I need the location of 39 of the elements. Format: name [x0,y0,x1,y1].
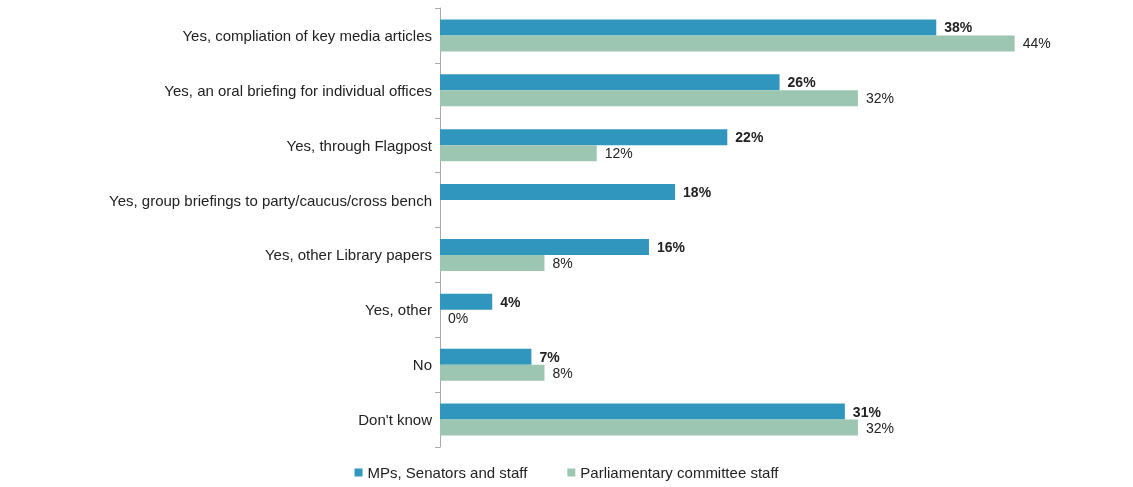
bar [440,74,780,91]
data-label: 12% [604,145,633,162]
bar [440,364,545,381]
bar [440,90,858,107]
bar [440,19,937,36]
legend-label: Parliamentary committee staff [580,464,780,481]
y-tick-label: Don't know [358,411,433,429]
bar [440,184,676,201]
data-label: 16% [656,238,686,255]
data-label: 0% [448,309,469,326]
y-tick-label: Yes, an oral briefing for individual offices [164,81,432,99]
y-tick-label: Yes, other Library papers [264,246,432,264]
y-tick-label: Yes, compliation of key media articles [182,26,432,44]
y-tick-label: No [412,356,432,374]
bar [440,238,649,255]
data-label: 44% [1022,35,1051,52]
data-label: 4% [500,293,522,310]
bar [440,419,858,436]
data-label: 22% [735,129,764,146]
y-tick-label: Yes, other [365,301,432,319]
data-label: 18% [683,184,712,201]
bar [440,35,1015,52]
data-label: 32% [865,90,894,107]
data-label: 7% [539,348,561,365]
bar [440,293,493,310]
data-label: 38% [944,19,973,36]
bar [440,129,728,146]
data-label: 32% [865,419,894,436]
bar [440,348,532,365]
data-label: 8% [552,364,573,381]
bar [440,145,597,162]
legend-label: MPs, Senators and staff [367,464,529,481]
y-tick-label: Yes, group briefings to party/caucus/cross bench [109,191,432,209]
bar [440,254,545,271]
data-label: 26% [787,74,817,91]
data-label: 31% [852,403,882,420]
data-label: 8% [552,254,573,271]
bar [440,403,845,420]
y-tick-label: Yes, through Flagpost [286,136,433,154]
